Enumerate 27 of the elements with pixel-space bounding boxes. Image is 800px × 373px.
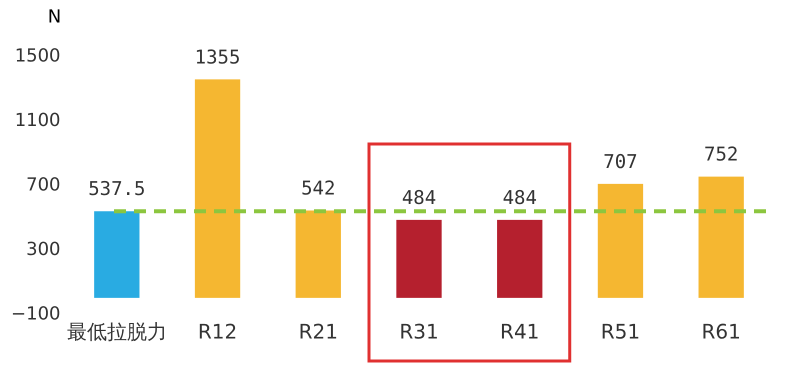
x-tick-label: R31 [399, 320, 439, 344]
bar [698, 176, 744, 298]
y-tick-label: 300 [26, 239, 60, 260]
data-label: 537.5 [88, 178, 146, 200]
bar [296, 210, 341, 298]
bar [194, 79, 240, 298]
y-tick-label: 1500 [14, 46, 60, 66]
data-label: 484 [402, 186, 436, 209]
y-tick-label: −100 [11, 304, 60, 324]
y-tick-label: 1100 [14, 110, 60, 131]
bar [598, 184, 644, 298]
y-axis-title: N [48, 6, 62, 28]
bar [497, 220, 542, 298]
x-tick-label: R12 [198, 320, 238, 344]
bar [94, 211, 140, 298]
data-label: 1355 [194, 46, 240, 68]
x-tick-label: R41 [500, 320, 540, 344]
data-label: 752 [704, 144, 738, 166]
bar [396, 220, 442, 298]
x-tick-label: R51 [600, 320, 640, 344]
y-tick-label: 700 [26, 174, 60, 196]
data-label: 484 [502, 186, 537, 209]
x-tick-label: R61 [702, 320, 741, 344]
x-tick-label: 最低拉脱力 [66, 320, 167, 344]
x-tick-label: R21 [298, 320, 338, 344]
data-label: 542 [301, 177, 336, 200]
data-label: 707 [603, 150, 638, 173]
